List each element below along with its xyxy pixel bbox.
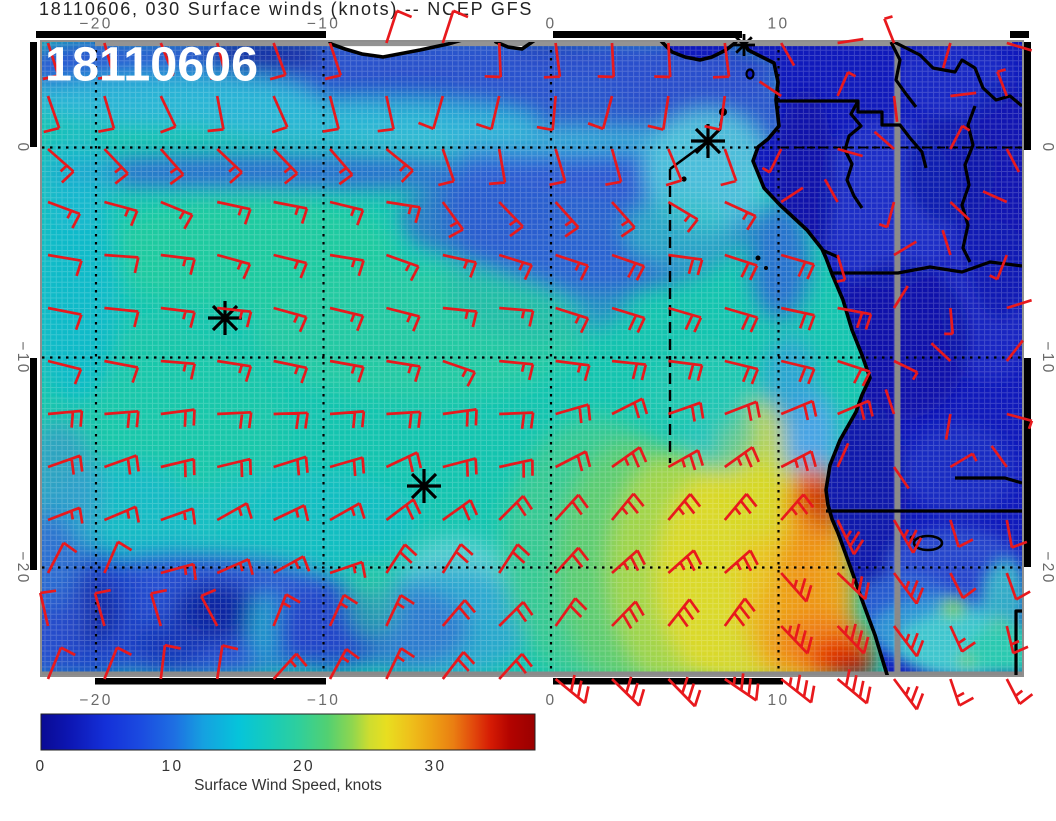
svg-text:−10: −10	[1039, 341, 1056, 375]
svg-text:10: 10	[161, 758, 183, 775]
svg-text:−20: −20	[79, 692, 113, 709]
svg-text:−10: −10	[14, 341, 31, 375]
svg-text:−20: −20	[79, 16, 113, 33]
svg-text:0: 0	[1039, 142, 1056, 153]
svg-text:−20: −20	[14, 551, 31, 585]
svg-text:18110606: 18110606	[45, 38, 258, 92]
svg-text:−10: −10	[307, 16, 341, 33]
svg-text:0: 0	[545, 16, 556, 33]
svg-text:0: 0	[14, 142, 31, 153]
svg-text:−10: −10	[307, 692, 341, 709]
svg-text:−20: −20	[1039, 551, 1056, 585]
svg-text:10: 10	[767, 692, 789, 709]
svg-text:Surface Wind Speed, knots: Surface Wind Speed, knots	[194, 777, 382, 794]
svg-text:10: 10	[767, 16, 789, 33]
svg-text:0: 0	[545, 692, 556, 709]
svg-text:20: 20	[293, 758, 315, 775]
svg-text:30: 30	[424, 758, 446, 775]
svg-text:0: 0	[35, 758, 46, 775]
svg-text:18110606, 030 Surface winds (k: 18110606, 030 Surface winds (knots) -- N…	[39, 0, 533, 19]
